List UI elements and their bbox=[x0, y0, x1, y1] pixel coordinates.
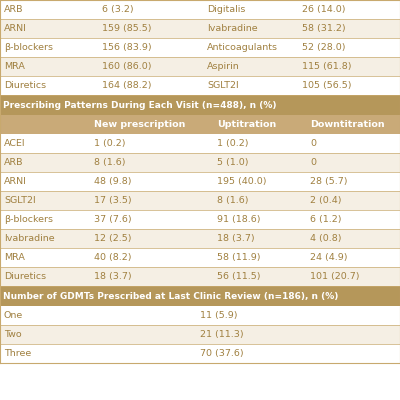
Bar bbox=[0, 286, 400, 306]
Text: New prescription: New prescription bbox=[94, 120, 185, 129]
Bar bbox=[0, 38, 400, 57]
Bar bbox=[0, 172, 400, 191]
Text: 18 (3.7): 18 (3.7) bbox=[94, 272, 132, 281]
Text: Ivabradine: Ivabradine bbox=[4, 234, 55, 243]
Text: 58 (31.2): 58 (31.2) bbox=[302, 24, 346, 33]
Bar bbox=[0, 210, 400, 229]
Text: 40 (8.2): 40 (8.2) bbox=[94, 253, 132, 262]
Text: 8 (1.6): 8 (1.6) bbox=[94, 158, 126, 167]
Bar bbox=[0, 0, 400, 19]
Text: 105 (56.5): 105 (56.5) bbox=[302, 81, 352, 90]
Text: 52 (28.0): 52 (28.0) bbox=[302, 43, 346, 52]
Text: 11 (5.9): 11 (5.9) bbox=[200, 311, 238, 320]
Text: 24 (4.9): 24 (4.9) bbox=[310, 253, 348, 262]
Text: 115 (61.8): 115 (61.8) bbox=[302, 62, 352, 71]
Text: SGLT2I: SGLT2I bbox=[4, 196, 36, 205]
Text: 17 (3.5): 17 (3.5) bbox=[94, 196, 132, 205]
Bar bbox=[0, 134, 400, 153]
Text: 70 (37.6): 70 (37.6) bbox=[200, 349, 244, 358]
Text: 21 (11.3): 21 (11.3) bbox=[200, 330, 244, 339]
Text: 48 (9.8): 48 (9.8) bbox=[94, 177, 132, 186]
Text: Two: Two bbox=[4, 330, 22, 339]
Text: 2 (0.4): 2 (0.4) bbox=[310, 196, 342, 205]
Text: 58 (11.9): 58 (11.9) bbox=[217, 253, 260, 262]
Text: 8 (1.6): 8 (1.6) bbox=[217, 196, 248, 205]
Text: 18 (3.7): 18 (3.7) bbox=[217, 234, 255, 243]
Text: 156 (83.9): 156 (83.9) bbox=[102, 43, 152, 52]
Text: 5 (1.0): 5 (1.0) bbox=[217, 158, 248, 167]
Text: 159 (85.5): 159 (85.5) bbox=[102, 24, 152, 33]
Text: Diuretics: Diuretics bbox=[4, 81, 46, 90]
Text: 6 (3.2): 6 (3.2) bbox=[102, 5, 134, 14]
Text: 28 (5.7): 28 (5.7) bbox=[310, 177, 348, 186]
Text: ARNI: ARNI bbox=[4, 177, 27, 186]
Bar bbox=[0, 115, 400, 134]
Text: Ivabradine: Ivabradine bbox=[207, 24, 258, 33]
Bar bbox=[0, 191, 400, 210]
Text: 0: 0 bbox=[310, 158, 316, 167]
Bar bbox=[0, 306, 400, 325]
Bar bbox=[0, 229, 400, 248]
Bar bbox=[0, 267, 400, 286]
Text: 56 (11.5): 56 (11.5) bbox=[217, 272, 260, 281]
Bar bbox=[0, 325, 400, 344]
Text: Aspirin: Aspirin bbox=[207, 62, 240, 71]
Text: ARB: ARB bbox=[4, 158, 24, 167]
Text: 6 (1.2): 6 (1.2) bbox=[310, 215, 342, 224]
Text: 0: 0 bbox=[310, 139, 316, 148]
Text: MRA: MRA bbox=[4, 62, 25, 71]
Bar bbox=[0, 19, 400, 38]
Bar bbox=[0, 76, 400, 95]
Text: Number of GDMTs Prescribed at Last Clinic Review (n=186), n (%): Number of GDMTs Prescribed at Last Clini… bbox=[3, 292, 338, 300]
Text: 195 (40.0): 195 (40.0) bbox=[217, 177, 266, 186]
Text: MRA: MRA bbox=[4, 253, 25, 262]
Bar bbox=[0, 57, 400, 76]
Text: Three: Three bbox=[4, 349, 31, 358]
Text: 4 (0.8): 4 (0.8) bbox=[310, 234, 342, 243]
Text: ACEI: ACEI bbox=[4, 139, 26, 148]
Text: Anticoagulants: Anticoagulants bbox=[207, 43, 278, 52]
Text: ARNI: ARNI bbox=[4, 24, 27, 33]
Bar bbox=[0, 248, 400, 267]
Text: 12 (2.5): 12 (2.5) bbox=[94, 234, 132, 243]
Bar bbox=[0, 153, 400, 172]
Text: 164 (88.2): 164 (88.2) bbox=[102, 81, 152, 90]
Bar bbox=[0, 344, 400, 363]
Text: β-blockers: β-blockers bbox=[4, 43, 53, 52]
Text: Downtitration: Downtitration bbox=[310, 120, 385, 129]
Text: One: One bbox=[4, 311, 23, 320]
Bar bbox=[0, 95, 400, 115]
Text: 1 (0.2): 1 (0.2) bbox=[217, 139, 248, 148]
Text: Diuretics: Diuretics bbox=[4, 272, 46, 281]
Text: 37 (7.6): 37 (7.6) bbox=[94, 215, 132, 224]
Text: 1 (0.2): 1 (0.2) bbox=[94, 139, 126, 148]
Text: Digitalis: Digitalis bbox=[207, 5, 245, 14]
Text: Prescribing Patterns During Each Visit (n=488), n (%): Prescribing Patterns During Each Visit (… bbox=[3, 100, 276, 110]
Text: β-blockers: β-blockers bbox=[4, 215, 53, 224]
Text: 26 (14.0): 26 (14.0) bbox=[302, 5, 346, 14]
Text: SGLT2I: SGLT2I bbox=[207, 81, 239, 90]
Text: 101 (20.7): 101 (20.7) bbox=[310, 272, 360, 281]
Text: 160 (86.0): 160 (86.0) bbox=[102, 62, 152, 71]
Text: Uptitration: Uptitration bbox=[217, 120, 276, 129]
Text: ARB: ARB bbox=[4, 5, 24, 14]
Text: 91 (18.6): 91 (18.6) bbox=[217, 215, 260, 224]
